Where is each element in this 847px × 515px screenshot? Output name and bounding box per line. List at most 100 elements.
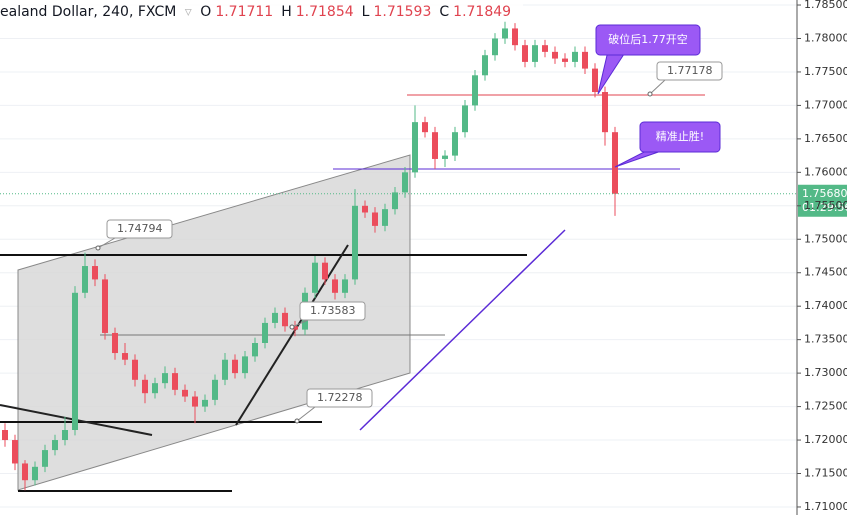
candle-body: [432, 132, 438, 159]
candle-body: [592, 68, 598, 93]
price-note: [299, 301, 366, 321]
candle-body: [22, 463, 28, 481]
ohlc: O 1.71711 H 1.71854 L 1.71593 C 1.71849: [200, 4, 519, 20]
ohlc-label: C: [439, 4, 450, 20]
candle-body: [612, 132, 618, 194]
candle-body: [352, 205, 358, 280]
price-note: [306, 388, 373, 408]
candle-body: [202, 399, 208, 407]
candle-body: [172, 373, 178, 390]
callout-text: 破位后1.77开空: [608, 32, 688, 46]
y-tick-label: 1.73000: [804, 366, 847, 379]
symbol: ealand Dollar, 240, FXCM: [0, 4, 177, 20]
candle-body: [272, 312, 278, 323]
candle-body: [402, 172, 408, 193]
ohlc-value: 1.71711: [215, 4, 274, 20]
price-note-text: 1.73583: [310, 304, 356, 317]
candle-body: [212, 379, 218, 400]
y-tick-label: 1.71000: [804, 500, 847, 513]
legend-header: ealand Dollar, 240, FXCM ▿ O 1.71711 H 1.71…: [0, 4, 524, 20]
candle-body: [42, 450, 48, 467]
candle-body: [572, 51, 578, 62]
ohlc-label: L: [361, 4, 370, 20]
candle-body: [582, 51, 588, 69]
candle-body: [132, 359, 138, 380]
candle-body: [252, 342, 258, 357]
candle-body: [342, 279, 348, 293]
candle-body: [12, 440, 18, 464]
label-anchor: [647, 91, 653, 97]
y-tick-label: 1.74500: [804, 266, 847, 279]
y-tick-label: 1.77000: [804, 98, 847, 111]
label-stem: [296, 406, 316, 422]
trend-line: [235, 244, 349, 426]
price-badge: [798, 184, 847, 217]
price-label: 1.75680: [802, 187, 847, 200]
label-stem: [649, 79, 666, 95]
price-note: [106, 219, 173, 239]
candle-body: [382, 209, 388, 226]
candle-body: [472, 75, 478, 106]
label-stem: [97, 237, 116, 249]
candle-body: [282, 312, 288, 327]
candle-body: [362, 205, 368, 213]
y-tick-label: 1.75000: [804, 232, 847, 245]
price-note-text: 1.74794: [117, 222, 163, 235]
candle-body: [512, 28, 518, 46]
candle-body: [532, 45, 538, 62]
candle-body: [32, 466, 38, 481]
ohlc-value: 1.71849: [453, 4, 512, 20]
candle-body: [422, 122, 428, 133]
y-tick-label: 1.72500: [804, 400, 847, 413]
ohlc-label: O: [200, 4, 212, 20]
y-tick-label: 1.77500: [804, 65, 847, 78]
candle-body: [542, 45, 548, 52]
candle-body: [602, 92, 608, 133]
y-tick-label: 1.78500: [804, 0, 847, 11]
label-stem: [291, 319, 309, 328]
candle-body: [102, 279, 108, 333]
candle-body: [412, 122, 418, 173]
candle-body: [52, 440, 58, 451]
callout-tail: [597, 50, 627, 95]
candle-body: [492, 38, 498, 56]
y-tick-label: 1.76000: [804, 165, 847, 178]
candle-body: [262, 322, 268, 343]
trend-line: [359, 229, 566, 431]
candle-body: [442, 155, 448, 159]
candle-body: [142, 379, 148, 394]
label-anchor: [95, 245, 101, 251]
candle-body: [222, 359, 228, 380]
label-anchor: [294, 418, 300, 424]
y-tick-label: 1.75500: [804, 199, 847, 212]
y-tick-label: 1.78000: [804, 31, 847, 44]
candle-body: [452, 132, 458, 156]
candle-body: [192, 396, 198, 407]
candle-body: [62, 430, 68, 441]
candle-body: [72, 292, 78, 431]
callout: [595, 24, 701, 56]
candle-body: [232, 359, 238, 374]
icon: ▿: [184, 4, 192, 20]
candle-body: [152, 383, 158, 394]
callout: [639, 121, 721, 153]
candle-body: [292, 326, 298, 330]
y-tick-label: 1.73500: [804, 333, 847, 346]
label-anchor: [289, 324, 295, 330]
y-tick-label: 1.74000: [804, 299, 847, 312]
callout-text: 精准止胜!: [656, 129, 704, 143]
candle-body: [552, 51, 558, 59]
candle-body: [322, 262, 328, 280]
candle-body: [122, 353, 128, 360]
price-note-text: 1.72278: [317, 391, 363, 404]
ohlc-label: H: [281, 4, 292, 20]
price-note-text: 1.77178: [667, 64, 713, 77]
ohlc-value: 1.71854: [295, 4, 354, 20]
candle-body: [182, 389, 188, 397]
candle-body: [112, 332, 118, 354]
candle-body: [562, 58, 568, 62]
candle-body: [2, 430, 8, 441]
ohlc-value: 1.71593: [373, 4, 432, 20]
candle-body: [392, 192, 398, 210]
